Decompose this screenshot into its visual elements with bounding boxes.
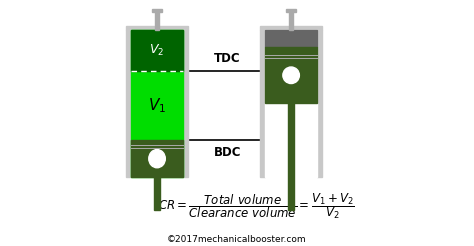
Bar (286, 9, 296, 12)
Bar (265, 30, 317, 47)
Bar (153, 9, 162, 12)
Bar (126, 30, 131, 177)
Bar (126, 26, 188, 30)
Bar (260, 30, 265, 177)
Text: $CR = \dfrac{\mathit{Total\ volume}}{\mathit{Clearance\ volume}} = \dfrac{V_1 + : $CR = \dfrac{\mathit{Total\ volume}}{\ma… (158, 191, 355, 221)
Text: TDC: TDC (214, 52, 241, 65)
Bar (131, 140, 183, 177)
Bar (260, 26, 322, 30)
Bar (265, 30, 317, 177)
Bar (183, 30, 188, 177)
Text: $V_1$: $V_1$ (148, 96, 166, 115)
Bar (289, 10, 293, 30)
Bar (265, 47, 317, 103)
Ellipse shape (149, 150, 165, 168)
Bar (317, 30, 322, 177)
Bar (131, 30, 183, 71)
Bar (154, 173, 160, 210)
Ellipse shape (283, 67, 300, 84)
Text: BDC: BDC (214, 146, 241, 159)
Bar (131, 30, 183, 177)
Bar (155, 10, 159, 30)
Bar (288, 101, 294, 210)
Text: ©2017mechanicalbooster.com: ©2017mechanicalbooster.com (167, 234, 307, 244)
Text: $V_2$: $V_2$ (149, 43, 164, 58)
